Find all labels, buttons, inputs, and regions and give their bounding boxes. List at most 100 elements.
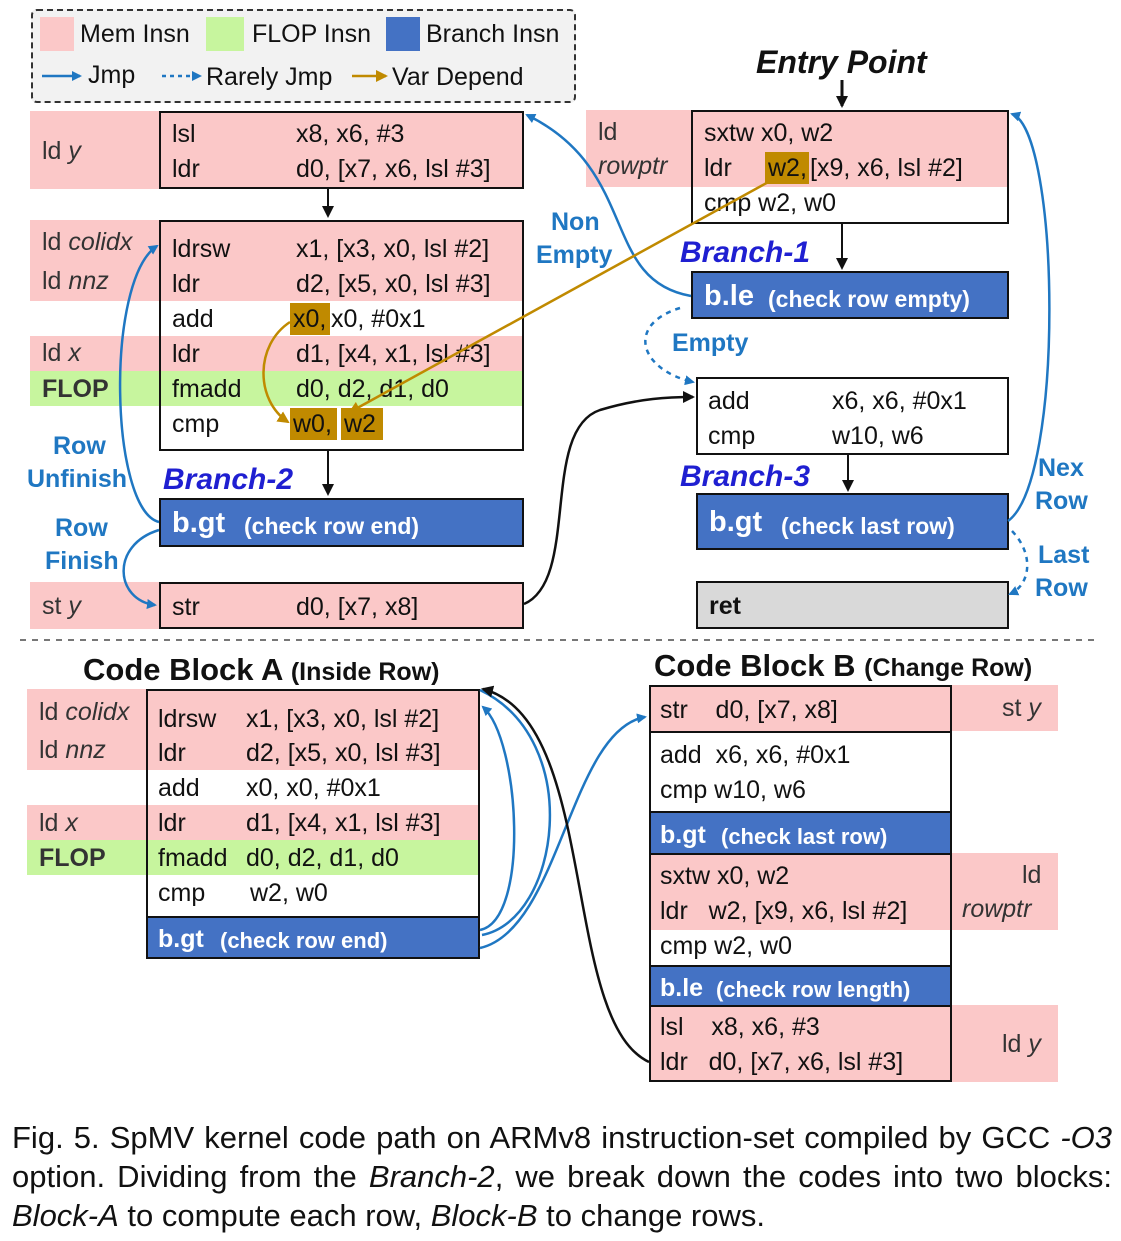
insn-args-highlight: w2	[344, 410, 376, 438]
block-b-branch-2-desc: (check row length)	[716, 977, 911, 1002]
ret-label: ret	[709, 592, 741, 620]
last-row-label-1: Last	[1038, 541, 1090, 569]
legend-branch-label: Branch Insn	[426, 20, 560, 48]
branch-1-name: Branch-1	[680, 236, 811, 269]
branch-3-name: Branch-3	[680, 460, 811, 493]
label-a-ld-colidx: ld colidx	[39, 698, 130, 726]
insn-op: ldr	[704, 154, 732, 182]
figure-caption: Fig. 5. SpMV kernel code path on ARMv8 i…	[12, 1120, 1112, 1233]
insn-op: str	[172, 593, 200, 621]
label-b-ld-y: ld y	[1002, 1030, 1041, 1058]
label-flop: FLOP	[42, 375, 109, 403]
insn-op: cmp	[158, 879, 206, 907]
non-empty-arrow	[525, 113, 692, 298]
insn-args: d2, [x5, x0, lsl #3]	[296, 270, 491, 298]
non-empty-label-2: Empty	[536, 241, 613, 269]
insn-op: ldr	[172, 270, 200, 298]
label-b-ld: ld	[1022, 861, 1042, 889]
insn-args: d0, [x7, x8]	[296, 593, 419, 621]
insn-op: ldrsw	[158, 705, 217, 733]
divider	[649, 731, 952, 733]
branch-1-desc: (check row empty)	[768, 286, 970, 312]
block-b-branch-1-op: b.gt	[660, 821, 706, 849]
insn-op: ldr	[172, 155, 200, 183]
var-depend-highlight	[290, 408, 337, 440]
legend-jmp-label: Jmp	[88, 61, 136, 89]
insn-args: d1, [x4, x1, lsl #3]	[296, 340, 491, 368]
row-finish-arrow	[122, 528, 160, 609]
insn-text: lsl x8, x6, #3	[660, 1013, 820, 1041]
mem-strip-b-ld-y	[649, 1005, 1058, 1082]
insn-text: sxtw x0, w2	[660, 862, 790, 890]
last-row-label-2: Row	[1035, 574, 1088, 602]
insn-text: ldr d0, [x7, x6, lsl #3]	[660, 1048, 904, 1076]
var-depend-highlight	[341, 408, 383, 440]
insn-text: ldr w2, [x9, x6, lsl #2]	[660, 897, 908, 925]
insn-args-highlight: w2,	[768, 154, 807, 182]
nex-row-arrow	[1007, 111, 1051, 523]
legend	[31, 9, 576, 103]
insn-text: cmp w2, w0	[660, 932, 792, 960]
branch-1-box	[691, 271, 1009, 319]
legend-flop-label: FLOP Insn	[252, 20, 372, 48]
insn-text: str d0, [x7, x8]	[660, 696, 838, 724]
block-b-to-a-arrow	[481, 685, 650, 1064]
insn-args: x8, x6, #3	[296, 120, 405, 148]
var-depend-arrow	[348, 178, 773, 414]
code-block-add-cmp	[696, 377, 1009, 455]
block-a-title: Code Block A (Inside Row)	[83, 652, 440, 687]
branch-2-box	[159, 498, 524, 547]
mem-strip-a-ld-x	[27, 805, 480, 840]
block-b-branch-2	[649, 965, 952, 1007]
insn-op: fmadd	[158, 844, 228, 872]
non-empty-label-1: Non	[551, 208, 600, 236]
empty-label: Empty	[672, 329, 749, 357]
block-b-branch-1	[649, 811, 952, 855]
nex-row-label-2: Row	[1035, 487, 1088, 515]
insn-args: x0, #0x1	[331, 305, 426, 333]
mem-strip-a-colidx-nnz	[27, 689, 480, 770]
last-row-arrow	[1008, 530, 1029, 596]
branch-1-op: b.le	[704, 280, 754, 312]
var-depend-highlight	[765, 152, 809, 184]
insn-args-highlight: x0,	[293, 305, 327, 333]
insn-op: cmp	[708, 422, 756, 450]
var-depend-arrow	[262, 320, 291, 424]
nex-row-label-1: Nex	[1038, 454, 1084, 482]
label-ld-nnz: ld nnz	[42, 267, 109, 295]
row-unfinish-label-2: Unfinish	[27, 465, 127, 493]
insn-args-highlight: w0,	[293, 410, 332, 438]
insn-args: d2, [x5, x0, lsl #3]	[246, 739, 441, 767]
block-a-loop-arrow	[479, 705, 516, 932]
legend-flop-swatch	[206, 17, 244, 51]
code-block-inner-row	[159, 220, 524, 451]
branch-2-name: Branch-2	[163, 463, 294, 496]
insn-op: add	[172, 305, 214, 333]
label-a-ld-x: ld x	[39, 809, 78, 837]
flop-strip-a	[27, 840, 480, 875]
legend-mem-label: Mem Insn	[80, 20, 190, 48]
block-b-title: Code Block B (Change Row)	[654, 648, 1033, 683]
insn-args: [x9, x6, lsl #2]	[810, 154, 963, 182]
label-ld-colidx: ld colidx	[42, 228, 133, 256]
label-b-st-y: st y	[1002, 694, 1041, 722]
insn-args: w2, w0	[250, 879, 328, 907]
ret-box	[696, 581, 1009, 629]
legend-var-label: Var Depend	[392, 63, 524, 91]
insn-args: d0, [x7, x6, lsl #3]	[296, 155, 491, 183]
block-a-branch-op: b.gt	[158, 925, 204, 953]
label-ld-x: ld x	[42, 339, 81, 367]
mem-strip-ld-x	[30, 336, 524, 371]
label-a-flop: FLOP	[39, 844, 106, 872]
mem-strip-ld-y	[30, 111, 524, 189]
row-finish-label-2: Finish	[45, 547, 119, 575]
entry-point-label: Entry Point	[756, 44, 927, 80]
insn-args: w10, w6	[832, 422, 924, 450]
insn-text: cmp w2, w0	[704, 189, 836, 217]
block-b-branch-2-op: b.le	[660, 974, 704, 1002]
insn-args: x6, x6, #0x1	[832, 387, 967, 415]
flop-strip	[30, 371, 524, 406]
label-ld-y: ld y	[42, 137, 81, 165]
block-a-to-b-arrow	[479, 713, 647, 950]
